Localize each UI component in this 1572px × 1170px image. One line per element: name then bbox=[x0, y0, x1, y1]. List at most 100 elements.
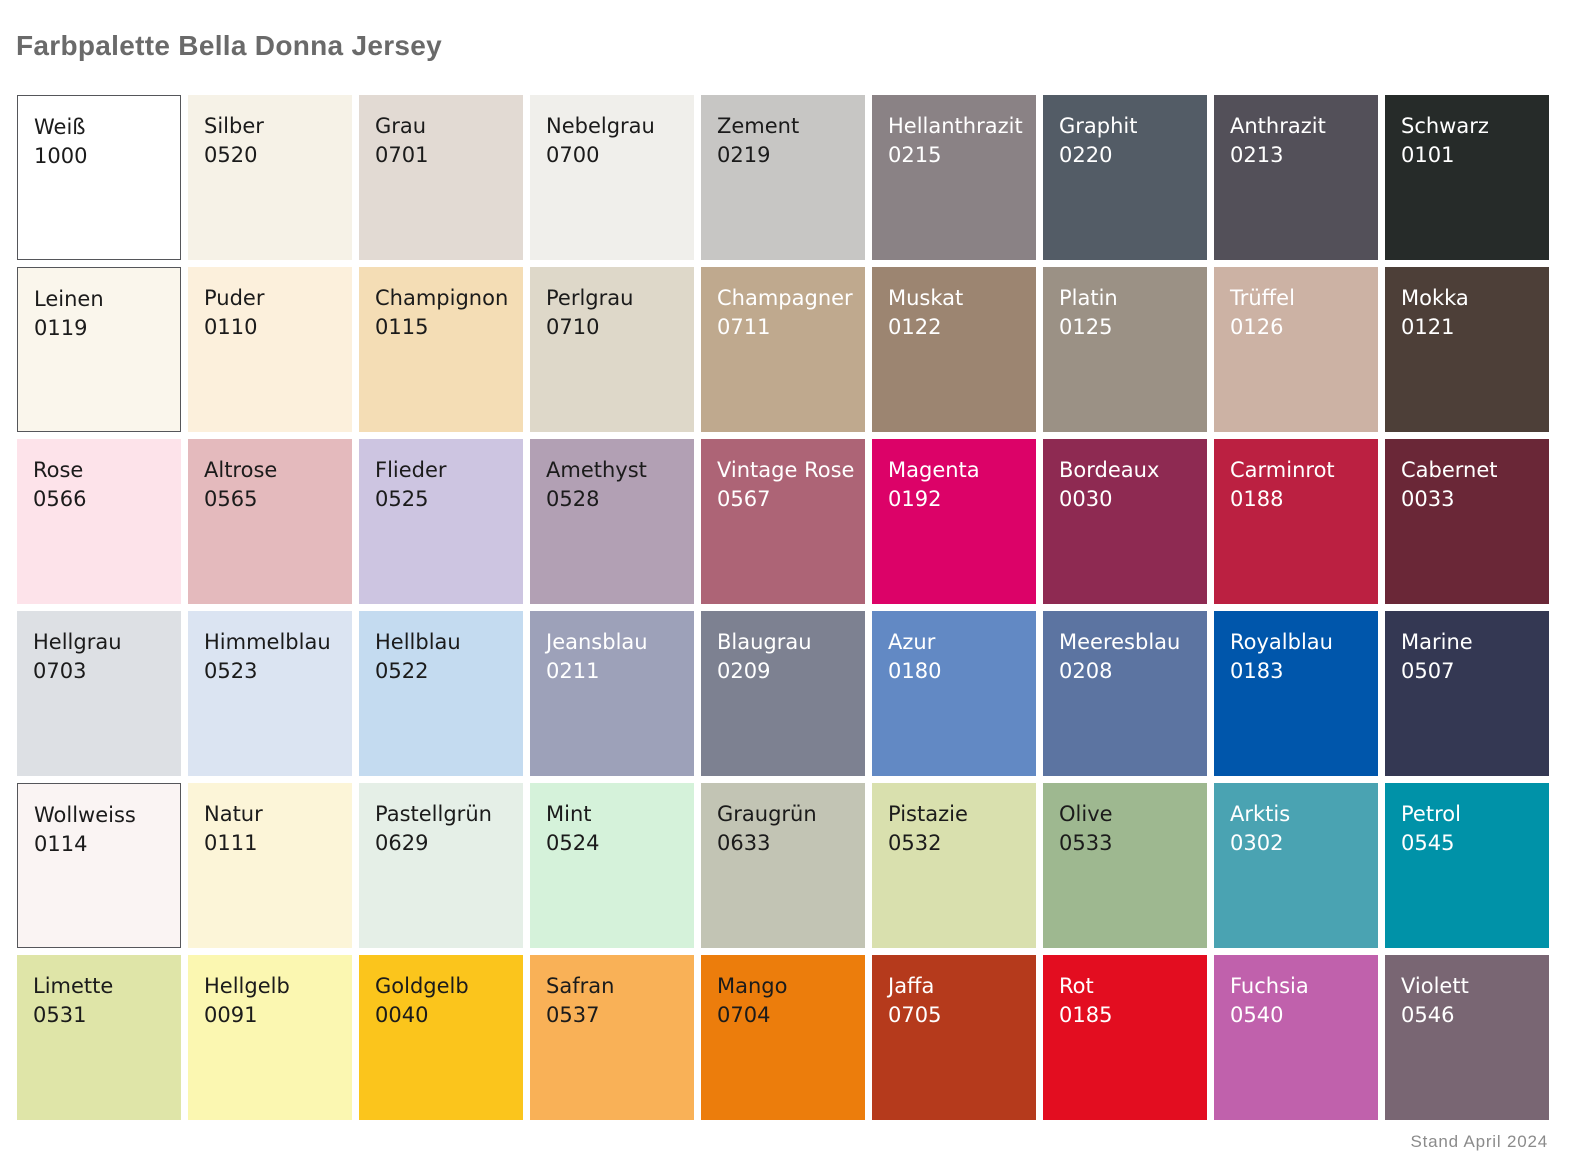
color-swatch-0540: Fuchsia 0540 bbox=[1214, 955, 1378, 1120]
color-swatch-0302: Arktis 0302 bbox=[1214, 783, 1378, 948]
swatch-name: Leinen bbox=[34, 287, 104, 311]
swatch-code: 0710 bbox=[546, 315, 600, 339]
swatch-code: 0215 bbox=[888, 143, 942, 167]
swatch-code: 0220 bbox=[1059, 143, 1113, 167]
swatch-name: Wollweiss bbox=[34, 803, 136, 827]
swatch-code: 0030 bbox=[1059, 487, 1113, 511]
swatch-code: 0528 bbox=[546, 487, 600, 511]
swatch-code: 0192 bbox=[888, 487, 942, 511]
color-swatch-0125: Platin 0125 bbox=[1043, 267, 1207, 432]
swatch-name: Meeresblau bbox=[1059, 630, 1181, 654]
swatch-name: Altrose bbox=[204, 458, 278, 482]
color-swatch-0185: Rot 0185 bbox=[1043, 955, 1207, 1120]
swatch-code: 0520 bbox=[204, 143, 258, 167]
swatch-name: Himmelblau bbox=[204, 630, 331, 654]
color-swatch-0122: Muskat 0122 bbox=[872, 267, 1036, 432]
color-swatch-0033: Cabernet 0033 bbox=[1385, 439, 1549, 604]
swatch-name: Blaugrau bbox=[717, 630, 812, 654]
color-swatch-0091: Hellgelb 0091 bbox=[188, 955, 352, 1120]
color-swatch-1000: Weiß 1000 bbox=[17, 95, 181, 260]
swatch-code: 0180 bbox=[888, 659, 942, 683]
swatch-code: 0110 bbox=[204, 315, 258, 339]
color-swatch-0629: Pastellgrün 0629 bbox=[359, 783, 523, 948]
swatch-name: Rot bbox=[1059, 974, 1094, 998]
color-swatch-0545: Petrol 0545 bbox=[1385, 783, 1549, 948]
color-swatch-0220: Graphit 0220 bbox=[1043, 95, 1207, 260]
swatch-code: 0525 bbox=[375, 487, 429, 511]
swatch-name: Hellanthrazit bbox=[888, 114, 1023, 138]
color-swatch-0030: Bordeaux 0030 bbox=[1043, 439, 1207, 604]
swatch-code: 0567 bbox=[717, 487, 771, 511]
swatch-name: Amethyst bbox=[546, 458, 647, 482]
color-swatch-0528: Amethyst 0528 bbox=[530, 439, 694, 604]
color-swatch-0040: Goldgelb 0040 bbox=[359, 955, 523, 1120]
color-swatch-0114: Wollweiss 0114 bbox=[17, 783, 181, 948]
color-swatch-0121: Mokka 0121 bbox=[1385, 267, 1549, 432]
swatch-code: 0114 bbox=[34, 832, 88, 856]
swatch-name: Goldgelb bbox=[375, 974, 469, 998]
swatch-name: Limette bbox=[33, 974, 114, 998]
swatch-name: Carminrot bbox=[1230, 458, 1335, 482]
swatch-name: Hellgrau bbox=[33, 630, 122, 654]
swatch-name: Arktis bbox=[1230, 802, 1291, 826]
swatch-code: 0209 bbox=[717, 659, 771, 683]
swatch-code: 0532 bbox=[888, 831, 942, 855]
swatch-code: 0211 bbox=[546, 659, 600, 683]
swatch-name: Weiß bbox=[34, 115, 86, 139]
color-swatch-0111: Natur 0111 bbox=[188, 783, 352, 948]
swatch-name: Fuchsia bbox=[1230, 974, 1309, 998]
swatch-name: Grau bbox=[375, 114, 427, 138]
swatch-code: 0101 bbox=[1401, 143, 1455, 167]
color-swatch-0215: Hellanthrazit 0215 bbox=[872, 95, 1036, 260]
color-swatch-0566: Rose 0566 bbox=[17, 439, 181, 604]
swatch-code: 0115 bbox=[375, 315, 429, 339]
swatch-code: 0531 bbox=[33, 1003, 87, 1027]
swatch-name: Jeansblau bbox=[546, 630, 648, 654]
color-swatch-0700: Nebelgrau 0700 bbox=[530, 95, 694, 260]
swatch-name: Bordeaux bbox=[1059, 458, 1160, 482]
swatch-code: 0219 bbox=[717, 143, 771, 167]
color-swatch-0208: Meeresblau 0208 bbox=[1043, 611, 1207, 776]
swatch-code: 0126 bbox=[1230, 315, 1284, 339]
swatch-code: 0546 bbox=[1401, 1003, 1455, 1027]
swatch-name: Azur bbox=[888, 630, 936, 654]
swatch-code: 0524 bbox=[546, 831, 600, 855]
color-swatch-0183: Royalblau 0183 bbox=[1214, 611, 1378, 776]
swatch-name: Silber bbox=[204, 114, 264, 138]
footer-date-label: Stand April 2024 bbox=[1410, 1132, 1548, 1151]
swatch-code: 0302 bbox=[1230, 831, 1284, 855]
swatch-name: Puder bbox=[204, 286, 265, 310]
swatch-name: Royalblau bbox=[1230, 630, 1333, 654]
swatch-code: 0522 bbox=[375, 659, 429, 683]
swatch-name: Pistazie bbox=[888, 802, 968, 826]
color-swatch-0567: Vintage Rose 0567 bbox=[701, 439, 865, 604]
swatch-code: 1000 bbox=[34, 144, 88, 168]
color-swatch-0532: Pistazie 0532 bbox=[872, 783, 1036, 948]
color-swatch-0101: Schwarz 0101 bbox=[1385, 95, 1549, 260]
color-swatch-0522: Hellblau 0522 bbox=[359, 611, 523, 776]
swatch-name: Champagner bbox=[717, 286, 853, 310]
swatch-name: Muskat bbox=[888, 286, 964, 310]
swatch-name: Hellgelb bbox=[204, 974, 290, 998]
swatch-code: 0545 bbox=[1401, 831, 1455, 855]
color-swatch-0705: Jaffa 0705 bbox=[872, 955, 1036, 1120]
swatch-name: Perlgrau bbox=[546, 286, 634, 310]
color-swatch-0180: Azur 0180 bbox=[872, 611, 1036, 776]
swatch-code: 0533 bbox=[1059, 831, 1113, 855]
swatch-code: 0188 bbox=[1230, 487, 1284, 511]
color-swatch-0192: Magenta 0192 bbox=[872, 439, 1036, 604]
swatch-name: Hellblau bbox=[375, 630, 461, 654]
swatch-code: 0704 bbox=[717, 1003, 771, 1027]
swatch-name: Mokka bbox=[1401, 286, 1469, 310]
color-swatch-0213: Anthrazit 0213 bbox=[1214, 95, 1378, 260]
swatch-code: 0091 bbox=[204, 1003, 258, 1027]
color-swatch-0507: Marine 0507 bbox=[1385, 611, 1549, 776]
swatch-name: Schwarz bbox=[1401, 114, 1489, 138]
color-swatch-0710: Perlgrau 0710 bbox=[530, 267, 694, 432]
swatch-code: 0565 bbox=[204, 487, 258, 511]
swatch-code: 0633 bbox=[717, 831, 771, 855]
swatch-name: Safran bbox=[546, 974, 615, 998]
swatch-name: Olive bbox=[1059, 802, 1113, 826]
swatch-name: Pastellgrün bbox=[375, 802, 492, 826]
swatch-name: Violett bbox=[1401, 974, 1469, 998]
